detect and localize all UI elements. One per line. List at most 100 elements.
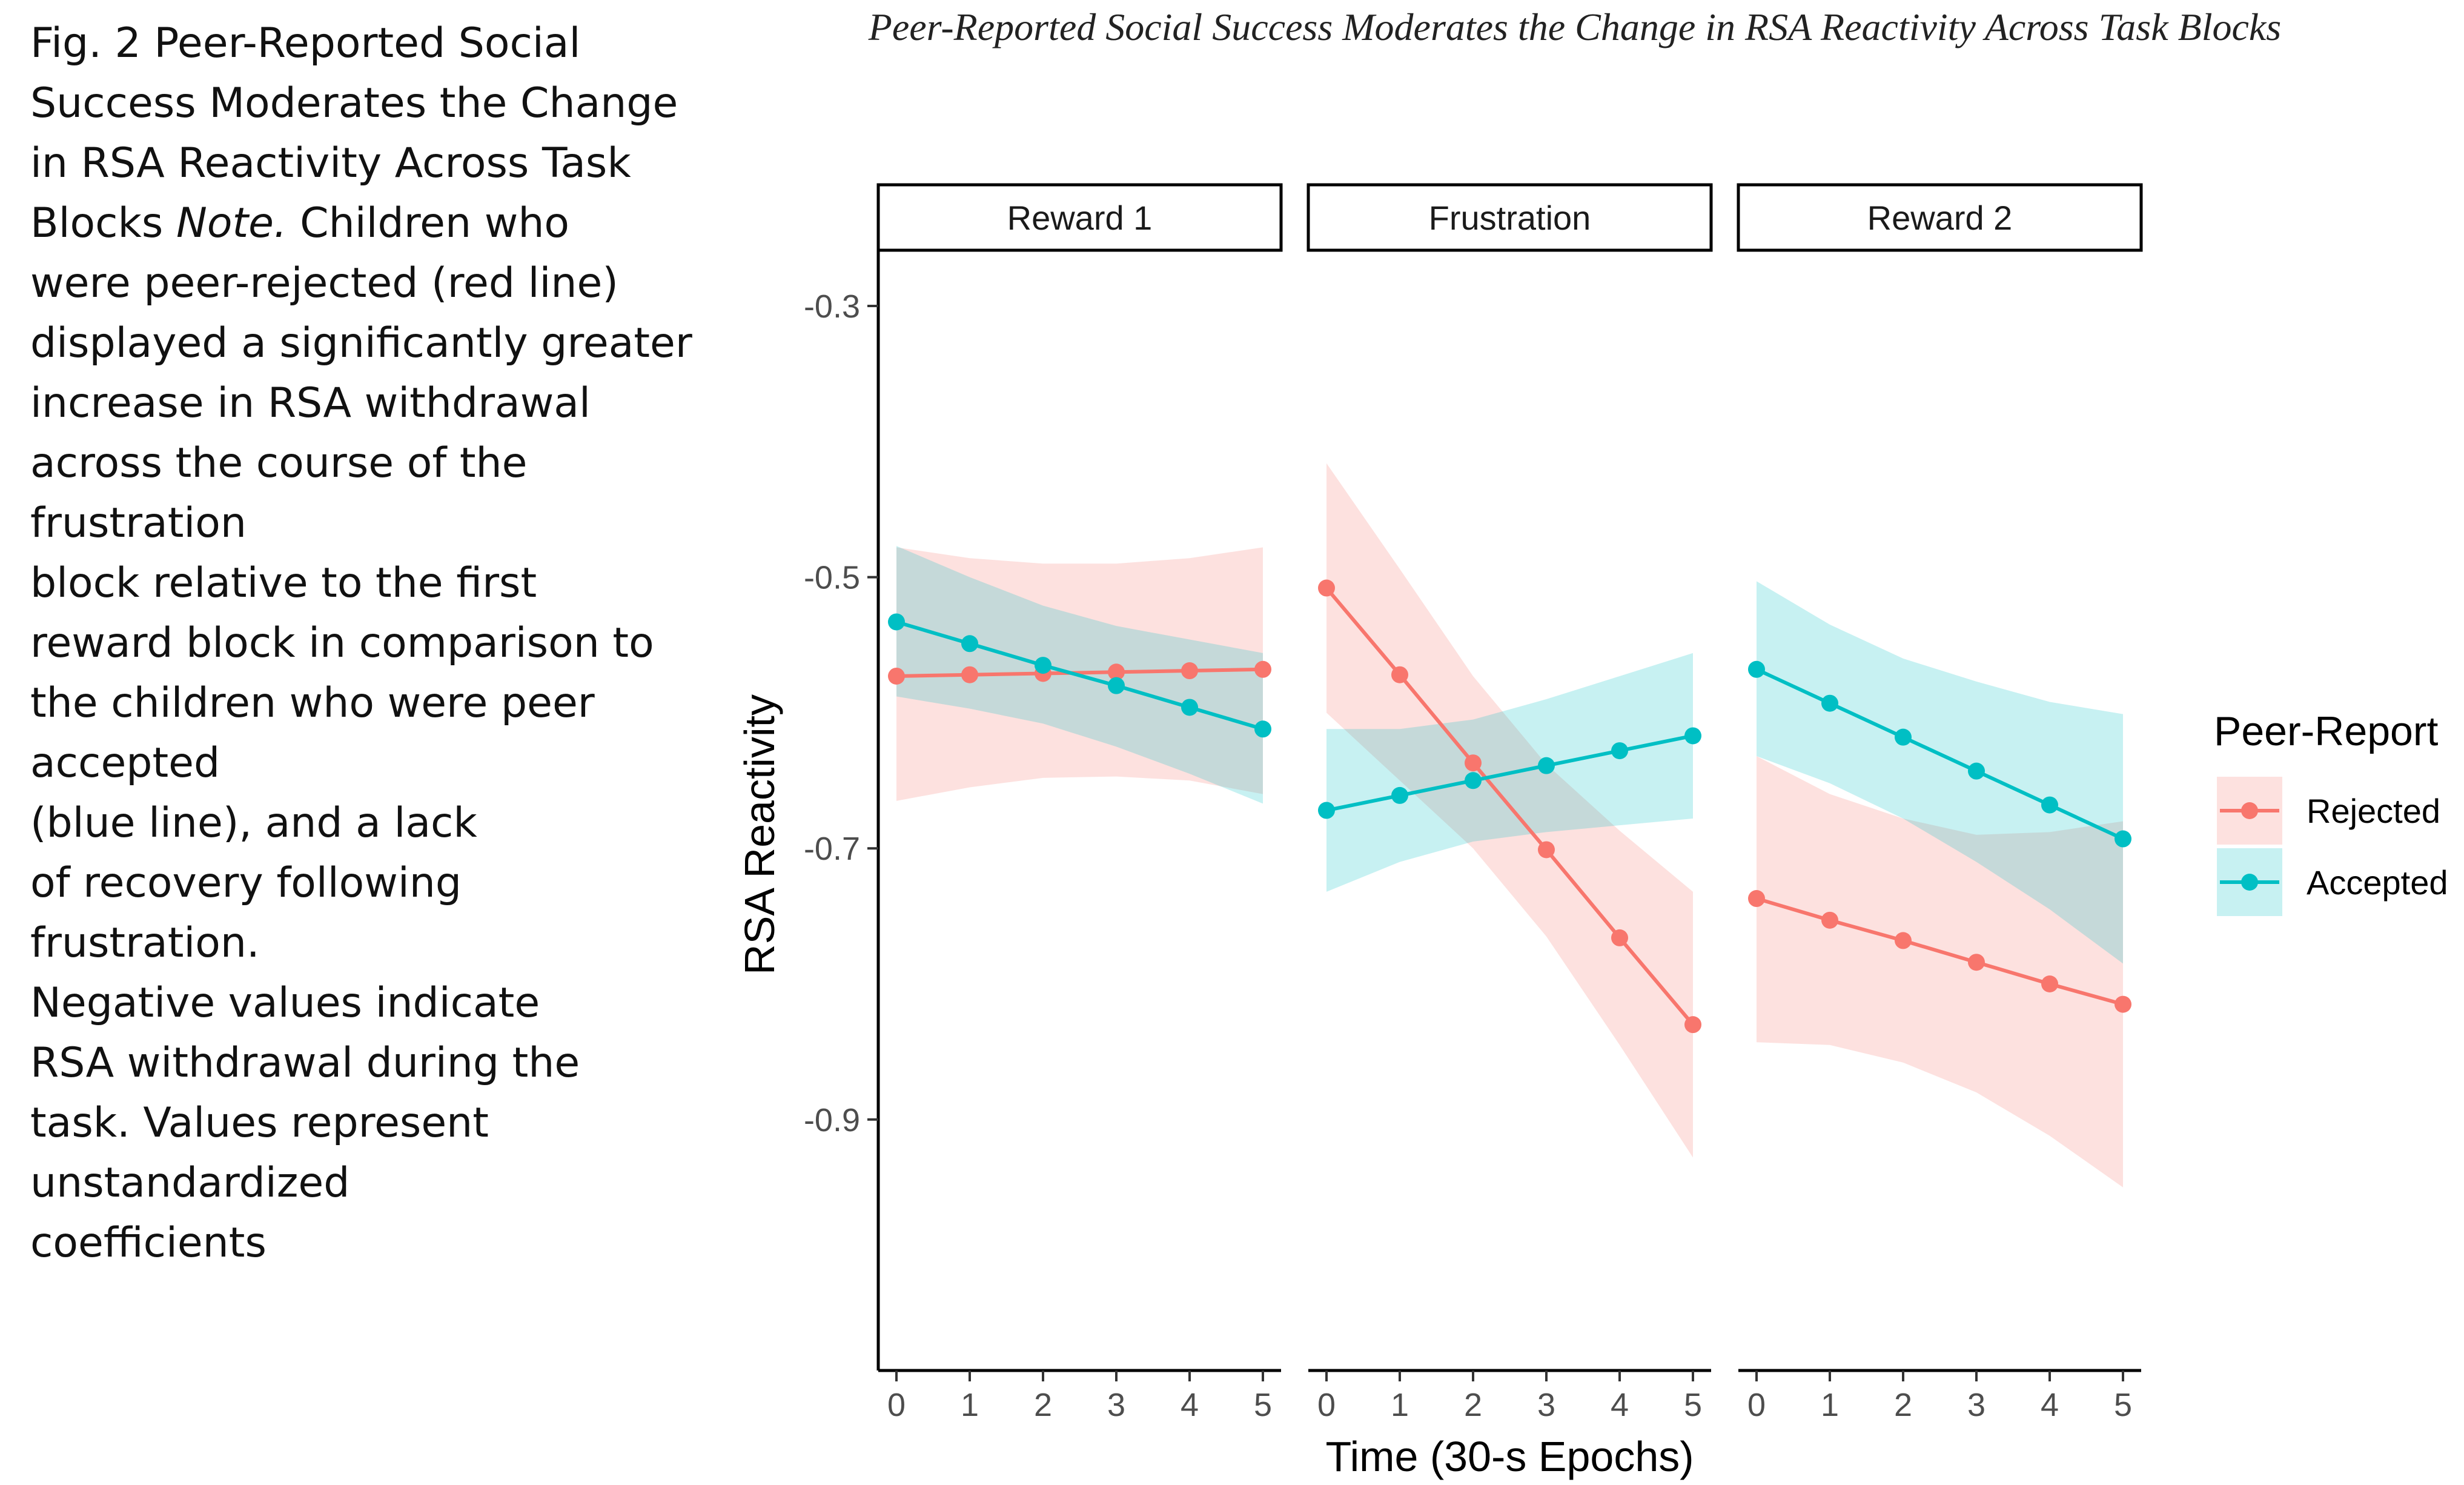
y-tick-label: -0.9 [804,1102,860,1138]
series-line-accepted [1755,668,2124,841]
data-point-rejected [1821,911,1838,929]
data-point-accepted [2115,830,2131,848]
data-point-rejected [2115,995,2131,1013]
data-point-accepted [1181,699,1198,716]
legend-title: Peer-Report [2214,708,2438,754]
caption-line: displayed a significantly greater [30,319,692,367]
data-point-accepted [888,613,905,631]
caption-text: Blocks [30,199,164,247]
x-tick-label: 0 [1317,1387,1336,1423]
series-line-rejected [1756,897,2124,1006]
facet-strip [1307,183,1713,252]
data-point-accepted [1318,802,1335,819]
x-tick-label: 3 [1107,1387,1125,1423]
caption-line: frustration. [30,919,260,967]
data-point-rejected [888,667,905,685]
caption-line: Success Moderates the Change [30,79,678,127]
data-point-rejected [1538,841,1555,859]
caption-line: the children who were peer [30,679,595,727]
caption-note-label: Note. [176,199,287,247]
series-line-rejected [896,667,1263,678]
data-point-accepted [1611,742,1628,760]
ci-band-rejected [1326,463,1693,1158]
data-point-accepted [961,635,978,653]
ci-band-rejected [1757,756,2123,1188]
caption-line: of recovery following [30,859,462,907]
caption-text: Children who [286,199,570,247]
x-tick-label: 4 [1181,1387,1199,1423]
caption-line: Fig. 2 Peer-Reported Social [30,19,581,67]
legend-label-rejected: Rejected [2307,792,2440,830]
caption-line: task. Values represent [30,1099,489,1147]
x-tick-label: 2 [1894,1387,1912,1423]
data-point-accepted [1821,694,1838,712]
data-point-rejected [1391,666,1408,683]
data-point-rejected [1108,663,1125,681]
caption-line: Negative values indicate [30,979,540,1027]
data-point-rejected [2041,975,2058,992]
caption-line: increase in RSA withdrawal [30,379,591,427]
data-point-accepted [1391,786,1408,804]
data-point-accepted [1108,677,1125,694]
chart-title: Peer-Reported Social Success Moderates t… [868,5,2282,48]
x-tick-label: 4 [1611,1387,1629,1423]
x-tick-label: 3 [1537,1387,1555,1423]
data-point-rejected [1465,754,1482,772]
facet-panel-frustration: Frustration 0 1 2 3 4 5 [1307,183,1713,1423]
caption-line: coefficients [30,1219,267,1267]
data-point-accepted [1748,660,1765,678]
legend: Peer-Report Rejected Accepted [2214,708,2448,916]
x-axis-title: Time (30-s Epochs) [1325,1433,1694,1480]
data-point-accepted [1035,657,1052,674]
x-tick-label: 0 [887,1387,906,1423]
data-point-rejected [961,666,978,683]
x-tick-label: 1 [1391,1387,1409,1423]
x-tick-label: 5 [2114,1387,2132,1423]
y-tick-label: -0.3 [804,288,860,325]
x-tick-label: 1 [1821,1387,1839,1423]
x-tick-label: 2 [1464,1387,1482,1423]
ci-band-accepted [1757,581,2123,964]
caption-line: (blue line), and a lack [30,799,477,847]
y-axis-title: RSA Reactivity [736,694,783,975]
caption-line: block relative to the first [30,559,537,607]
caption-line: unstandardized [30,1159,350,1207]
data-point-rejected [1748,890,1765,908]
x-tick-label: 3 [1967,1387,1985,1423]
x-tick-label: 1 [961,1387,979,1423]
data-point-accepted [1538,757,1555,774]
facet-panel-reward-2: Reward 2 0 1 2 3 4 5 [1737,183,2143,1423]
data-point-rejected [1318,579,1335,597]
data-point-rejected [1254,660,1271,678]
facet-strip-label: Frustration [1429,199,1591,237]
data-point-accepted [2041,796,2058,814]
x-tick-label: 5 [1684,1387,1702,1423]
series-line-rejected [1325,586,1695,1026]
facet-strip-label: Reward 1 [1007,199,1153,237]
caption-line: RSA withdrawal during the [30,1039,580,1087]
facet-strip [876,183,1283,252]
data-point-rejected [1895,932,1912,949]
caption-line: in RSA Reactivity Across Task [30,139,631,187]
data-point-rejected [1611,929,1628,946]
legend-key-point [2241,874,2258,891]
y-tick-label: -0.5 [804,560,860,596]
data-point-accepted [1465,772,1482,789]
x-tick-label: 2 [1034,1387,1052,1423]
caption-line-with-note: Blocks Note. Children who [30,193,684,253]
caption-line: frustration [30,499,247,547]
caption-line: across the course of the [30,439,528,487]
facet-panel-reward-1: Reward 1 0 1 2 3 4 5 [876,183,1283,1423]
y-tick-label: -0.7 [804,831,860,867]
data-point-rejected [1684,1016,1701,1034]
series-line-accepted [1326,734,1694,812]
caption-line: were peer-rejected (red line) [30,259,618,307]
data-point-rejected [1968,954,1985,971]
data-point-rejected [1181,662,1198,680]
data-point-accepted [1968,762,1985,780]
legend-label-accepted: Accepted [2307,863,2448,902]
x-tick-label: 4 [2041,1387,2059,1423]
facet-strip [1737,183,2143,252]
x-tick-label: 0 [1747,1387,1766,1423]
